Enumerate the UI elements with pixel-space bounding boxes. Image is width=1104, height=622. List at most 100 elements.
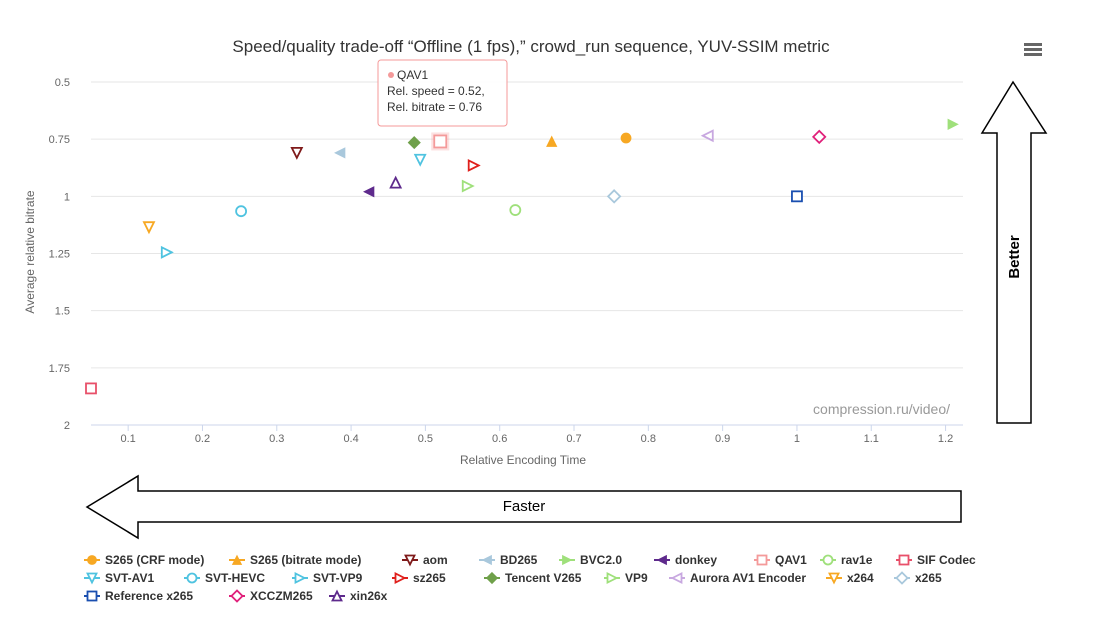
legend-marker[interactable] xyxy=(394,572,407,584)
tooltip-line-series: QAV1 xyxy=(397,68,428,82)
legend-label[interactable]: VP9 xyxy=(625,571,648,585)
legend-item[interactable]: rav1e xyxy=(820,553,873,567)
legend-item[interactable]: x264 xyxy=(826,571,874,585)
y-axis-title: Average relative bitrate xyxy=(23,190,37,314)
legend-item[interactable]: S265 (CRF mode) xyxy=(84,553,204,567)
legend-label[interactable]: donkey xyxy=(675,553,717,567)
legend-item[interactable]: BD265 xyxy=(479,553,538,567)
x-tick-label: 0.5 xyxy=(418,433,433,445)
legend-item[interactable]: sz265 xyxy=(392,571,446,585)
legend-label[interactable]: SVT-HEVC xyxy=(205,571,265,585)
legend-item[interactable]: SVT-AV1 xyxy=(84,571,154,585)
legend-marker[interactable] xyxy=(86,590,98,602)
x-tick-label: 0.6 xyxy=(492,433,507,445)
point-svt-hevc[interactable] xyxy=(235,205,248,218)
legend-label[interactable]: x264 xyxy=(847,571,874,585)
legend-marker[interactable] xyxy=(828,572,840,585)
point-bd265[interactable] xyxy=(334,147,346,159)
legend-marker[interactable] xyxy=(331,589,343,602)
legend-item[interactable]: aom xyxy=(402,553,448,567)
legend-marker[interactable] xyxy=(822,554,834,566)
legend-marker[interactable] xyxy=(606,572,619,584)
legend-marker[interactable] xyxy=(230,589,244,603)
point-x265[interactable] xyxy=(606,189,622,204)
x-tick-label: 1 xyxy=(794,433,800,445)
legend-item[interactable]: XCCZM265 xyxy=(229,589,313,603)
point-bvc2-0[interactable] xyxy=(947,118,959,130)
point-donkey[interactable] xyxy=(363,186,375,198)
legend-item[interactable]: VP9 xyxy=(604,571,648,585)
legend-item[interactable]: SIF Codec xyxy=(896,553,976,567)
x-tick-label: 0.4 xyxy=(343,433,358,445)
legend-marker[interactable] xyxy=(670,572,683,584)
x-tick-label: 0.9 xyxy=(715,433,730,445)
legend-label[interactable]: SVT-VP9 xyxy=(313,571,363,585)
legend-item[interactable]: BVC2.0 xyxy=(559,553,622,567)
legend-label[interactable]: Tencent V265 xyxy=(505,571,582,585)
better-arrow: Better xyxy=(980,80,1048,424)
point-tencent-v265[interactable] xyxy=(407,136,421,150)
legend-label[interactable]: x265 xyxy=(915,571,942,585)
legend-marker[interactable] xyxy=(87,555,97,565)
legend-item[interactable]: x265 xyxy=(894,571,942,585)
legend-label[interactable]: BVC2.0 xyxy=(580,553,622,567)
legend-label[interactable]: XCCZM265 xyxy=(250,589,313,603)
legend-item[interactable]: Tencent V265 xyxy=(484,571,582,585)
point-qav1[interactable] xyxy=(433,134,448,149)
y-tick-label: 0.75 xyxy=(49,134,70,146)
legend-marker[interactable] xyxy=(656,554,667,566)
legend-marker[interactable] xyxy=(485,571,499,585)
legend-label[interactable]: SVT-AV1 xyxy=(105,571,154,585)
point-s265-crf-mode[interactable] xyxy=(620,132,632,144)
legend-label[interactable]: xin26x xyxy=(350,589,388,603)
legend-marker[interactable] xyxy=(895,571,909,585)
grid xyxy=(91,81,963,426)
point-aom[interactable] xyxy=(290,146,304,160)
hamburger-menu-icon[interactable] xyxy=(1024,43,1042,56)
legend-label[interactable]: rav1e xyxy=(841,553,873,567)
legend-label[interactable]: aom xyxy=(423,553,448,567)
x-axis-ticks: 0.1 0.2 0.3 0.4 0.5 0.6 0.7 0.8 0.9 1 1.1 1.2 xyxy=(121,425,953,445)
point-reference-x265[interactable] xyxy=(791,190,803,203)
legend-label[interactable]: S265 (CRF mode) xyxy=(105,553,204,567)
point-x264[interactable] xyxy=(142,221,156,235)
legend-item[interactable]: Reference x265 xyxy=(84,589,193,603)
point-svt-vp9[interactable] xyxy=(160,245,174,259)
legend-marker[interactable] xyxy=(898,554,910,566)
x-tick-label: 0.7 xyxy=(566,433,581,445)
legend-item[interactable]: SVT-VP9 xyxy=(292,571,363,585)
chart-title: Speed/quality trade-off “Offline (1 fps)… xyxy=(232,37,830,56)
point-xcczm265[interactable] xyxy=(811,129,827,145)
legend-label[interactable]: Aurora AV1 Encoder xyxy=(690,571,806,585)
legend-label[interactable]: Reference x265 xyxy=(105,589,193,603)
legend-label[interactable]: BD265 xyxy=(500,553,538,567)
legend-item[interactable]: xin26x xyxy=(329,589,388,603)
legend-label[interactable]: sz265 xyxy=(413,571,446,585)
legend-item[interactable]: QAV1 xyxy=(754,553,807,567)
legend-marker[interactable] xyxy=(404,554,416,567)
legend-marker[interactable] xyxy=(186,572,198,584)
point-vp9[interactable] xyxy=(461,179,475,193)
legend-label[interactable]: SIF Codec xyxy=(917,553,976,567)
legend-marker[interactable] xyxy=(481,554,492,566)
y-tick-label: 1.5 xyxy=(55,306,70,318)
legend-marker[interactable] xyxy=(231,554,243,565)
point-aurora-av1-encoder[interactable] xyxy=(700,129,714,143)
point-rav1e[interactable] xyxy=(509,204,522,216)
legend-label[interactable]: S265 (bitrate mode) xyxy=(250,553,361,567)
point-sif-codec[interactable] xyxy=(85,382,97,395)
point-xin26x[interactable] xyxy=(389,175,403,189)
point-s265-bitrate-mode[interactable] xyxy=(546,135,558,147)
legend-marker[interactable] xyxy=(294,572,307,584)
point-sz265[interactable] xyxy=(467,159,481,172)
legend-marker[interactable] xyxy=(756,554,768,566)
point-svt-av1[interactable] xyxy=(413,153,427,167)
legend-label[interactable]: QAV1 xyxy=(775,553,807,567)
legend-item[interactable]: SVT-HEVC xyxy=(184,571,265,585)
legend-marker[interactable] xyxy=(562,554,573,566)
legend-marker[interactable] xyxy=(86,572,98,585)
legend-item[interactable]: donkey xyxy=(654,553,717,567)
legend-item[interactable]: S265 (bitrate mode) xyxy=(229,553,361,567)
chart-credit[interactable]: compression.ru/video/ xyxy=(813,401,950,417)
legend-item[interactable]: Aurora AV1 Encoder xyxy=(669,571,806,585)
